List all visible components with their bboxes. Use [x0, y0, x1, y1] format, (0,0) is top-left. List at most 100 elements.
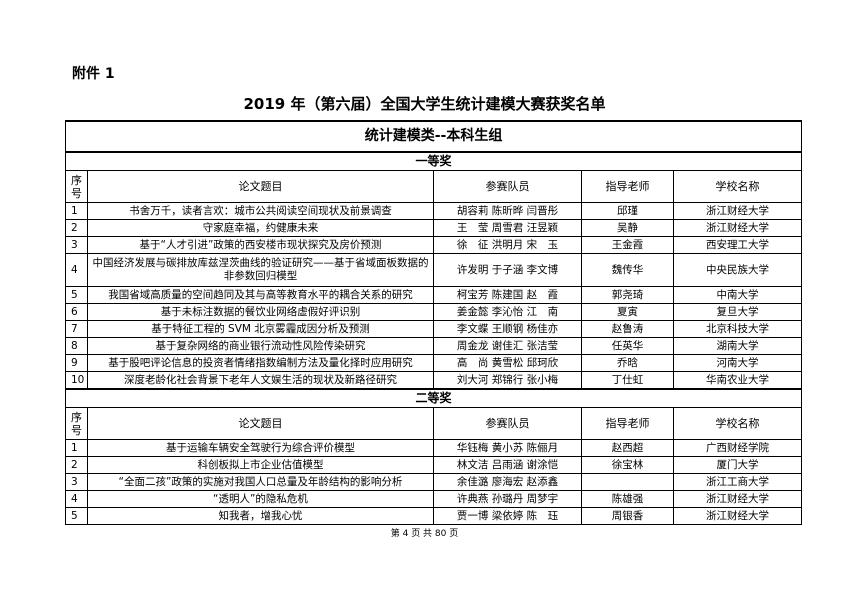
- advisor-cell: 郭尧琦: [581, 286, 674, 304]
- document-title: 2019 年（第六届）全国大学生统计建模大赛获奖名单: [243, 95, 606, 113]
- attachment-label: 附件 1: [72, 66, 115, 82]
- topic-cell: “全面二孩”政策的实施对我国人口总量及年龄结构的影响分析: [87, 473, 434, 491]
- table-row: 9 基于股吧评论信息的投资者情绪指数编制方法及量化择时应用研究高 尚 黄雪松 邱珂…: [65, 354, 803, 372]
- advisor-cell: 陈雄强: [581, 490, 674, 508]
- seq-cell: 6: [65, 303, 88, 321]
- header-school: 学校名称: [672, 407, 803, 440]
- members-cell: 姜金懿 李沁怡 江 南: [433, 303, 582, 321]
- topic-cell: 基于复杂网络的商业银行流动性风险传染研究: [87, 337, 434, 355]
- advisor-cell: 夏寅: [581, 303, 674, 321]
- table-row: 10 深度老龄化社会背景下老年人文娱生活的现状及新路径研究 刘大河 郑锦行 张小梅丁…: [65, 371, 803, 390]
- members-cell: 华钰梅 黄小苏 陈俪月: [433, 439, 582, 457]
- header-members: 参赛队员: [433, 407, 582, 440]
- seq-cell: 5: [65, 286, 88, 304]
- school-cell: 浙江工商大学: [672, 473, 803, 491]
- seq-cell: 10: [65, 371, 88, 390]
- header-topic: 论文题目: [87, 170, 434, 203]
- table-row: 7 基于特征工程的 SVM 北京雾霾成因分析及预测 李文蝶 王顺钢 杨佳亦 赵鲁涛 北京…: [65, 320, 803, 338]
- seq-cell: 2: [65, 456, 88, 474]
- seq-cell: 9: [65, 354, 88, 372]
- advisor-cell: [581, 473, 674, 491]
- topic-cell: 基于特征工程的 SVM 北京雾霾成因分析及预测: [87, 320, 434, 338]
- school-cell: 厦门大学: [672, 456, 803, 474]
- page-footer: 第 4 页 共 80 页: [390, 529, 459, 539]
- table-row: 3 基于“人才引进”政策的西安楼市现状探究及房价预测徐 征 洪明月 宋 玉王金霞西…: [65, 236, 803, 254]
- school-cell: 浙江财经大学: [672, 507, 803, 525]
- topic-cell: 深度老龄化社会背景下老年人文娱生活的现状及新路径研究: [87, 371, 434, 390]
- advisor-cell: 丁仕虹: [581, 371, 674, 390]
- school-cell: 湖南大学: [672, 337, 803, 355]
- header-row: 序号 论文题目 参赛队员 指导老师 学校名称: [65, 170, 803, 203]
- table-row: 2 科创板拟上市企业估值模型 林文洁 吕雨涵 谢涂恺 徐宝林 厦门大学: [65, 456, 803, 474]
- seq-cell: 7: [65, 320, 88, 338]
- topic-cell: 科创板拟上市企业估值模型: [87, 456, 434, 474]
- topic-cell: 书舍万千，读者言欢：城市公共阅读空间现状及前景调查: [87, 202, 434, 220]
- topic-cell: 中国经济发展与碳排放库兹涅茨曲线的验证研究——基于省域面板数据的非参数回归模型: [87, 253, 434, 287]
- topic-cell: 基于未标注数据的餐饮业网络虚假好评识别: [87, 303, 434, 321]
- header-advisor: 指导老师: [581, 407, 674, 440]
- school-cell: 中央民族大学: [672, 253, 803, 287]
- header-school: 学校名称: [672, 170, 803, 203]
- members-cell: 周金龙 谢佳汇 张洁莹: [433, 337, 582, 355]
- advisor-cell: 赵鲁涛: [581, 320, 674, 338]
- seq-cell: 5: [65, 507, 88, 525]
- table-row: 4 中国经济发展与碳排放库兹涅茨曲线的验证研究——基于省域面板数据的非参数回归模型…: [65, 253, 803, 287]
- prize-title: 二等奖: [64, 388, 803, 408]
- advisor-cell: 王金霞: [581, 236, 674, 254]
- seq-cell: 4: [65, 253, 88, 287]
- header-row: 序号 论文题目 参赛队员 指导老师 学校名称: [65, 407, 803, 440]
- topic-cell: 基于运输车辆安全驾驶行为综合评价模型: [87, 439, 434, 457]
- topic-cell: 知我者，增我心忧: [87, 507, 434, 525]
- school-cell: 西安理工大学: [672, 236, 803, 254]
- table-row: 5 我国省域高质量的空间趋同及其与高等教育水平的耦合关系的研究 柯宝芳 陈建国 赵 …: [65, 286, 803, 304]
- members-cell: 许发明 于子涵 李文博: [433, 253, 582, 287]
- members-cell: 高 尚 黄雪松 邱珂欣: [433, 354, 582, 372]
- seq-cell: 3: [65, 236, 88, 254]
- topic-cell: 基于“人才引进”政策的西安楼市现状探究及房价预测: [87, 236, 434, 254]
- header-seq: 序号: [65, 170, 88, 203]
- members-cell: 余佳潞 廖海宏 赵添鑫: [433, 473, 582, 491]
- table-row: 1 基于运输车辆安全驾驶行为综合评价模型 华钰梅 黄小苏 陈俪月 赵西超 广西财经学院: [65, 439, 803, 457]
- table-row: 5 知我者，增我心忧 贾一博 梁依婷 陈 珏周银香 浙江财经大学: [65, 507, 803, 525]
- group-row: 统计建模类--本科生组: [64, 120, 803, 153]
- prize-row: 一等奖: [64, 151, 803, 171]
- school-cell: 北京科技大学: [672, 320, 803, 338]
- table-row: 6 基于未标注数据的餐饮业网络虚假好评识别 姜金懿 李沁怡 江 南夏寅 复旦大学: [65, 303, 803, 321]
- seq-cell: 4: [65, 490, 88, 508]
- members-cell: 徐 征 洪明月 宋 玉: [433, 236, 582, 254]
- members-cell: 胡容莉 陈昕晔 闫晋彤: [433, 202, 582, 220]
- school-cell: 广西财经学院: [672, 439, 803, 457]
- seq-cell: 2: [65, 219, 88, 237]
- topic-cell: 守家庭幸福，约健康未来: [87, 219, 434, 237]
- awards-table: 统计建模类--本科生组 一等奖 序号 论文题目 参赛队员 指导老师 学校名称 1 书舍万千，读…: [64, 120, 803, 525]
- advisor-cell: 徐宝林: [581, 456, 674, 474]
- advisor-cell: 任英华: [581, 337, 674, 355]
- school-cell: 浙江财经大学: [672, 202, 803, 220]
- members-cell: 林文洁 吕雨涵 谢涂恺: [433, 456, 582, 474]
- header-topic: 论文题目: [87, 407, 434, 440]
- advisor-cell: 吴静: [581, 219, 674, 237]
- members-cell: 王 莹 周雪君 汪昱颖: [433, 219, 582, 237]
- table-row: 2 守家庭幸福，约健康未来王 莹 周雪君 汪昱颖 吴静 浙江财经大学: [65, 219, 803, 237]
- advisor-cell: 周银香: [581, 507, 674, 525]
- school-cell: 浙江财经大学: [672, 219, 803, 237]
- school-cell: 河南大学: [672, 354, 803, 372]
- advisor-cell: 邱瑾: [581, 202, 674, 220]
- seq-cell: 1: [65, 202, 88, 220]
- seq-cell: 3: [65, 473, 88, 491]
- advisor-cell: 魏传华: [581, 253, 674, 287]
- school-cell: 复旦大学: [672, 303, 803, 321]
- advisor-cell: 乔晗: [581, 354, 674, 372]
- topic-cell: 基于股吧评论信息的投资者情绪指数编制方法及量化择时应用研究: [87, 354, 434, 372]
- table-row: 4 “透明人”的隐私危机 许典燕 孙璐丹 周梦宇 陈雄强 浙江财经大学: [65, 490, 803, 508]
- table-row: 8 基于复杂网络的商业银行流动性风险传染研究 周金龙 谢佳汇 张洁莹 任英华 湖南大学: [65, 337, 803, 355]
- topic-cell: “透明人”的隐私危机: [87, 490, 434, 508]
- seq-cell: 8: [65, 337, 88, 355]
- header-members: 参赛队员: [433, 170, 582, 203]
- header-seq: 序号: [65, 407, 88, 440]
- school-cell: 中南大学: [672, 286, 803, 304]
- prize-row: 二等奖: [64, 388, 803, 408]
- members-cell: 刘大河 郑锦行 张小梅: [433, 371, 582, 390]
- table-row: 3 “全面二孩”政策的实施对我国人口总量及年龄结构的影响分析 余佳潞 廖海宏 赵添鑫…: [65, 473, 803, 491]
- members-cell: 许典燕 孙璐丹 周梦宇: [433, 490, 582, 508]
